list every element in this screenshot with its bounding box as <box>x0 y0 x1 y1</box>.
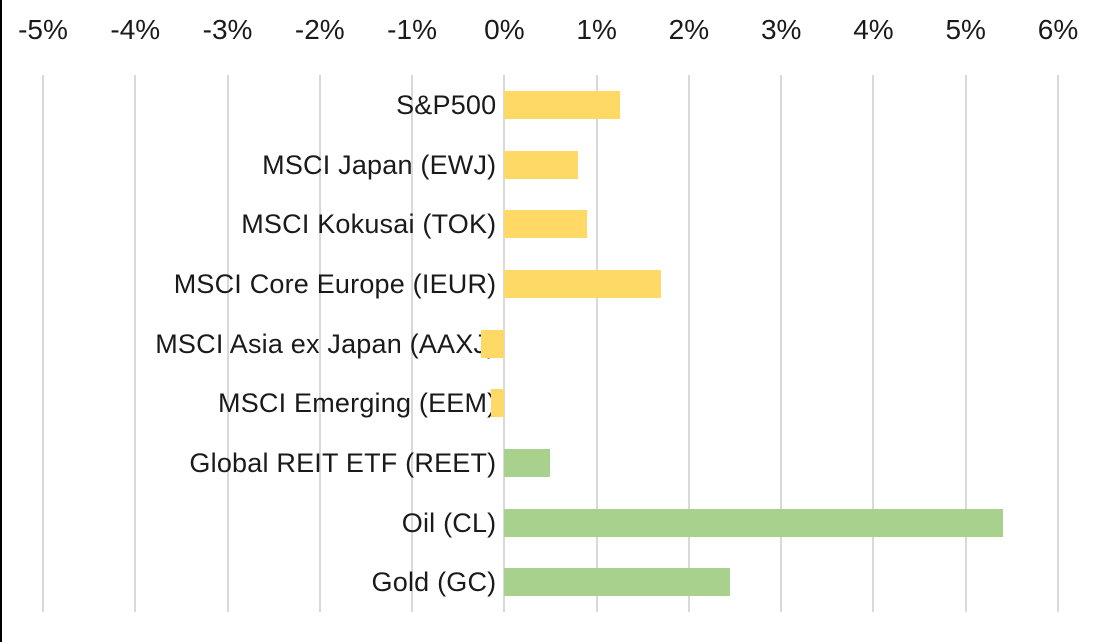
category-label: Global REIT ETF (REET) <box>189 447 497 478</box>
vertical-gridline <box>318 75 321 612</box>
x-axis-tick-label: -4% <box>110 14 161 45</box>
category-label: MSCI Asia ex Japan (AAXJ) <box>155 328 497 359</box>
x-axis-tick-label: -3% <box>202 14 253 45</box>
vertical-gridline <box>687 75 690 612</box>
vertical-gridline <box>872 75 875 612</box>
data-bar <box>504 90 620 119</box>
x-axis-tick-label: 1% <box>576 14 617 45</box>
category-label: Oil (CL) <box>401 507 497 538</box>
x-axis-tick-label: 4% <box>853 14 894 45</box>
data-bar <box>504 568 731 597</box>
vertical-gridline <box>411 75 414 612</box>
data-bar <box>504 448 551 477</box>
x-axis-tick-label: 6% <box>1037 14 1079 45</box>
data-bar <box>481 329 505 358</box>
category-label: MSCI Core Europe (IEUR) <box>173 268 497 299</box>
category-label: MSCI Kokusai (TOK) <box>241 209 497 240</box>
vertical-gridline <box>780 75 783 612</box>
data-bar <box>490 389 505 418</box>
data-bar <box>504 269 662 298</box>
vertical-gridline <box>595 75 598 612</box>
x-axis-tick-label: 5% <box>945 14 986 45</box>
x-axis-tick-label: 2% <box>668 14 710 45</box>
x-axis-tick-label: -1% <box>387 14 437 45</box>
data-bar <box>504 508 1003 537</box>
vertical-gridline <box>503 75 506 612</box>
data-bar <box>504 150 579 179</box>
vertical-gridline <box>134 75 137 612</box>
vertical-gridline <box>1057 75 1059 612</box>
vertical-gridline <box>964 75 967 612</box>
data-bar <box>504 210 588 239</box>
vertical-gridline <box>226 75 229 612</box>
window-left-border <box>0 0 2 642</box>
category-label: S&P500 <box>396 89 497 120</box>
category-label: Gold (GC) <box>371 567 497 598</box>
category-label: MSCI Emerging (EEM) <box>218 388 497 419</box>
vertical-gridline <box>42 75 44 612</box>
x-axis-tick-label: -2% <box>294 14 345 45</box>
x-axis-tick-label: -5% <box>18 14 68 45</box>
x-axis-tick-label: 3% <box>760 14 802 45</box>
x-axis-tick-label: 0% <box>484 14 525 45</box>
category-label: MSCI Japan (EWJ) <box>262 149 497 180</box>
